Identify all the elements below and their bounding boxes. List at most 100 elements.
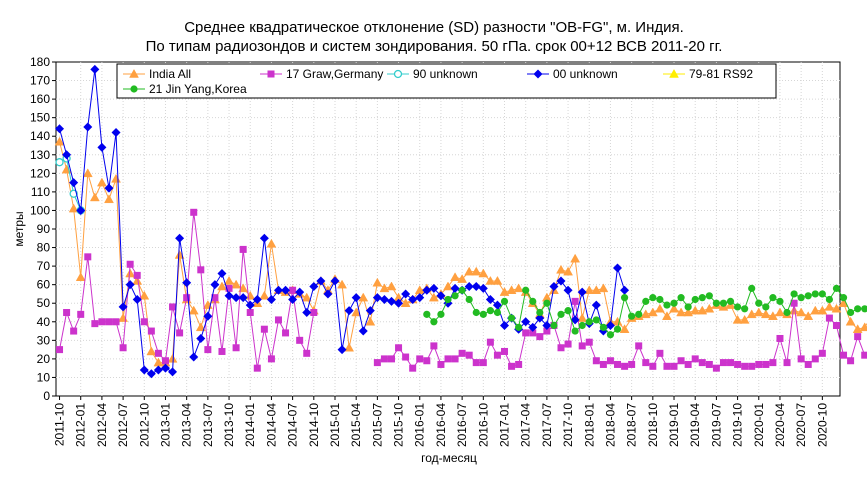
- x-tick-label: 2019-01: [667, 403, 681, 447]
- data-point: [591, 285, 602, 294]
- data-point: [654, 303, 665, 313]
- x-tick-label: 2015-04: [349, 403, 363, 447]
- data-point: [238, 283, 249, 293]
- data-point: [501, 347, 509, 355]
- data-point: [98, 318, 106, 326]
- data-point: [606, 357, 614, 365]
- data-point: [140, 318, 148, 326]
- data-point: [183, 294, 191, 302]
- data-point: [259, 290, 270, 300]
- data-point: [132, 295, 142, 305]
- data-point: [621, 362, 629, 370]
- data-point: [373, 359, 381, 367]
- data-point: [698, 294, 706, 302]
- data-point: [408, 295, 418, 305]
- data-point: [605, 320, 615, 330]
- chart-subtitle: По типам радиозондов и систем зондирован…: [146, 38, 723, 55]
- data-point: [746, 309, 757, 319]
- data-point: [428, 292, 439, 302]
- y-tick-label: 0: [43, 389, 50, 403]
- data-point: [478, 283, 488, 293]
- data-point: [478, 268, 489, 278]
- data-point: [252, 295, 262, 305]
- data-point: [619, 324, 630, 333]
- x-tick-label: 2020-10: [815, 403, 829, 447]
- data-point: [492, 275, 503, 285]
- data-point: [677, 357, 685, 365]
- data-point: [147, 327, 155, 335]
- data-point: [613, 325, 622, 333]
- data-point: [217, 269, 227, 279]
- data-point: [739, 314, 750, 324]
- data-point: [492, 300, 502, 310]
- x-tick-label: 2014-04: [264, 403, 278, 447]
- x-tick-label: 2020-01: [752, 403, 766, 447]
- data-point: [246, 309, 254, 316]
- x-axis-label: год-месяц: [421, 451, 477, 465]
- data-point: [68, 203, 79, 213]
- legend-label: 79-81 RS92: [689, 67, 753, 81]
- data-point: [549, 282, 559, 292]
- series-5: [423, 284, 867, 339]
- data-point: [118, 302, 128, 312]
- data-point: [790, 290, 798, 298]
- x-tick-label: 2014-10: [307, 403, 321, 447]
- data-point: [649, 362, 657, 370]
- data-point: [70, 327, 78, 335]
- data-point: [811, 355, 819, 363]
- data-point: [301, 292, 312, 302]
- data-point: [528, 322, 538, 332]
- data-point: [670, 362, 678, 370]
- x-tick-label: 2019-10: [731, 403, 745, 447]
- data-point: [719, 299, 728, 307]
- data-point: [458, 286, 466, 294]
- x-tick-label: 2015-10: [392, 403, 406, 447]
- y-tick-label: 140: [30, 129, 50, 143]
- y-tick-label: 20: [37, 352, 51, 366]
- data-point: [606, 331, 615, 339]
- data-point: [577, 313, 588, 322]
- data-point: [571, 297, 579, 305]
- y-tick-label: 40: [37, 315, 51, 329]
- data-point: [309, 282, 319, 292]
- data-point: [450, 283, 460, 293]
- data-point: [748, 362, 756, 370]
- x-tick-label: 2015-01: [328, 403, 342, 447]
- data-point: [557, 344, 565, 352]
- data-point: [203, 311, 213, 321]
- x-tick-label: 2016-10: [476, 403, 490, 447]
- data-point: [274, 316, 282, 324]
- data-point: [451, 355, 459, 363]
- x-tick-label: 2013-04: [180, 403, 194, 447]
- legend-box: [116, 63, 777, 99]
- data-point: [90, 64, 100, 74]
- data-point: [154, 349, 162, 357]
- data-point: [232, 344, 240, 352]
- data-point: [762, 303, 770, 311]
- y-tick-label: 50: [37, 296, 51, 310]
- data-point: [683, 307, 694, 317]
- data-point: [500, 320, 510, 330]
- data-point: [790, 299, 798, 307]
- data-point: [861, 351, 867, 359]
- data-point: [585, 318, 593, 326]
- data-point: [132, 275, 143, 285]
- data-point: [245, 300, 255, 310]
- data-point: [556, 276, 566, 286]
- data-point: [472, 308, 480, 317]
- data-point: [620, 294, 629, 302]
- data-point: [712, 299, 720, 307]
- data-point: [111, 128, 121, 138]
- data-point: [104, 183, 114, 193]
- data-point: [139, 290, 150, 300]
- legend-marker: [130, 85, 138, 93]
- data-point: [125, 280, 135, 290]
- y-axis-label: метры: [12, 211, 26, 246]
- data-point: [824, 301, 835, 311]
- data-point: [372, 277, 383, 287]
- x-tick-label: 2013-07: [201, 403, 215, 447]
- data-point: [564, 340, 572, 348]
- data-point: [832, 321, 840, 329]
- data-point: [210, 280, 220, 290]
